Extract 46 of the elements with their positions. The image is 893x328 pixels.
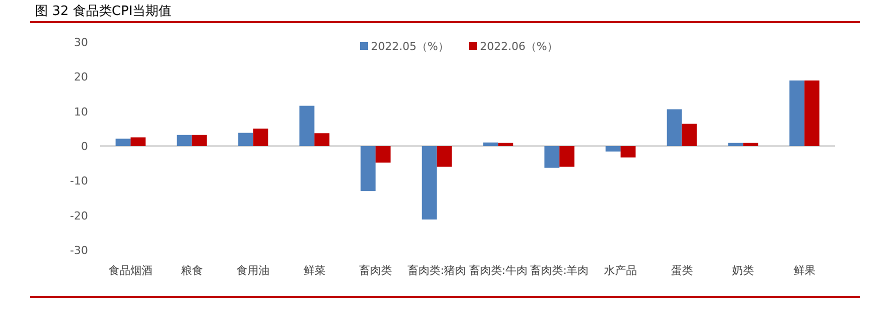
bar	[544, 146, 560, 168]
y-tick-label: -10	[70, 174, 88, 188]
bar	[130, 137, 146, 146]
legend-label: 2022.06（%）	[480, 40, 558, 53]
bar	[360, 146, 376, 192]
bar	[192, 134, 207, 146]
bar	[498, 142, 514, 146]
x-tick-label: 食品烟酒	[108, 264, 153, 277]
x-tick-label: 粮食	[180, 264, 203, 277]
x-tick-label: 蛋类	[670, 264, 693, 277]
x-tick-label: 畜肉类:牛肉	[468, 264, 528, 277]
x-tick-label: 畜肉类:猪肉	[408, 264, 466, 277]
bar	[728, 142, 744, 146]
y-tick-label: 10	[74, 105, 88, 118]
legend-label: 2022.05（%）	[371, 40, 449, 53]
bar	[436, 146, 452, 167]
bar	[176, 134, 192, 146]
y-tick-label: 0	[81, 140, 88, 153]
bar	[682, 124, 697, 146]
bar	[253, 128, 268, 146]
bar	[666, 109, 682, 146]
y-tick-label: -30	[70, 244, 88, 257]
bar	[620, 146, 636, 158]
x-tick-label: 鲜果	[793, 264, 816, 277]
bar	[743, 142, 758, 146]
bar	[789, 80, 804, 146]
x-tick-label: 畜肉类	[359, 264, 392, 277]
x-tick-label: 食用油	[236, 264, 270, 277]
y-tick-label: 20	[74, 70, 88, 84]
y-tick-label: 30	[74, 36, 88, 49]
bar	[606, 146, 621, 152]
bar	[804, 80, 820, 146]
bar	[238, 132, 254, 146]
x-tick-label: 水产品	[604, 264, 638, 277]
x-tick-label: 畜肉类:羊肉	[530, 264, 589, 277]
bar	[314, 133, 330, 146]
chart-title: 图 32 食品类CPI当期值	[35, 4, 172, 19]
bar	[299, 106, 314, 146]
y-tick-label: -20	[70, 209, 88, 222]
bar	[559, 146, 574, 167]
bar	[422, 146, 437, 220]
bar	[483, 142, 498, 146]
bar	[376, 146, 391, 163]
bar	[116, 138, 131, 146]
x-tick-label: 奶类	[732, 264, 754, 277]
x-tick-label: 鲜菜	[303, 264, 326, 277]
